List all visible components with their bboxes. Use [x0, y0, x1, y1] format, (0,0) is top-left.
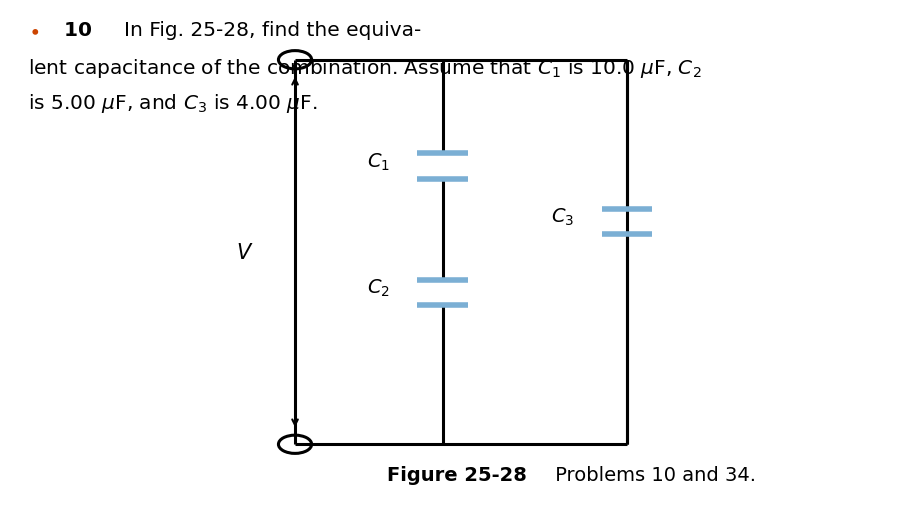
- Text: $C_2$: $C_2$: [367, 277, 389, 298]
- Text: Problems 10 and 34.: Problems 10 and 34.: [549, 465, 756, 484]
- Text: $C_3$: $C_3$: [550, 207, 573, 228]
- Text: lent capacitance of the combination. Assume that $C_1$ is 10.0 $\mu$F, $C_2$: lent capacitance of the combination. Ass…: [28, 57, 701, 79]
- Text: Figure 25-28: Figure 25-28: [387, 465, 527, 484]
- Text: In Fig. 25-28, find the equiva-: In Fig. 25-28, find the equiva-: [124, 21, 421, 40]
- Text: is 5.00 $\mu$F, and $C_3$ is 4.00 $\mu$F.: is 5.00 $\mu$F, and $C_3$ is 4.00 $\mu$F…: [28, 92, 317, 115]
- Text: $C_1$: $C_1$: [367, 151, 389, 172]
- Text: $\mathbf{10}$: $\mathbf{10}$: [63, 21, 91, 40]
- Text: $V$: $V$: [236, 242, 253, 263]
- Text: $\bullet$: $\bullet$: [28, 21, 39, 40]
